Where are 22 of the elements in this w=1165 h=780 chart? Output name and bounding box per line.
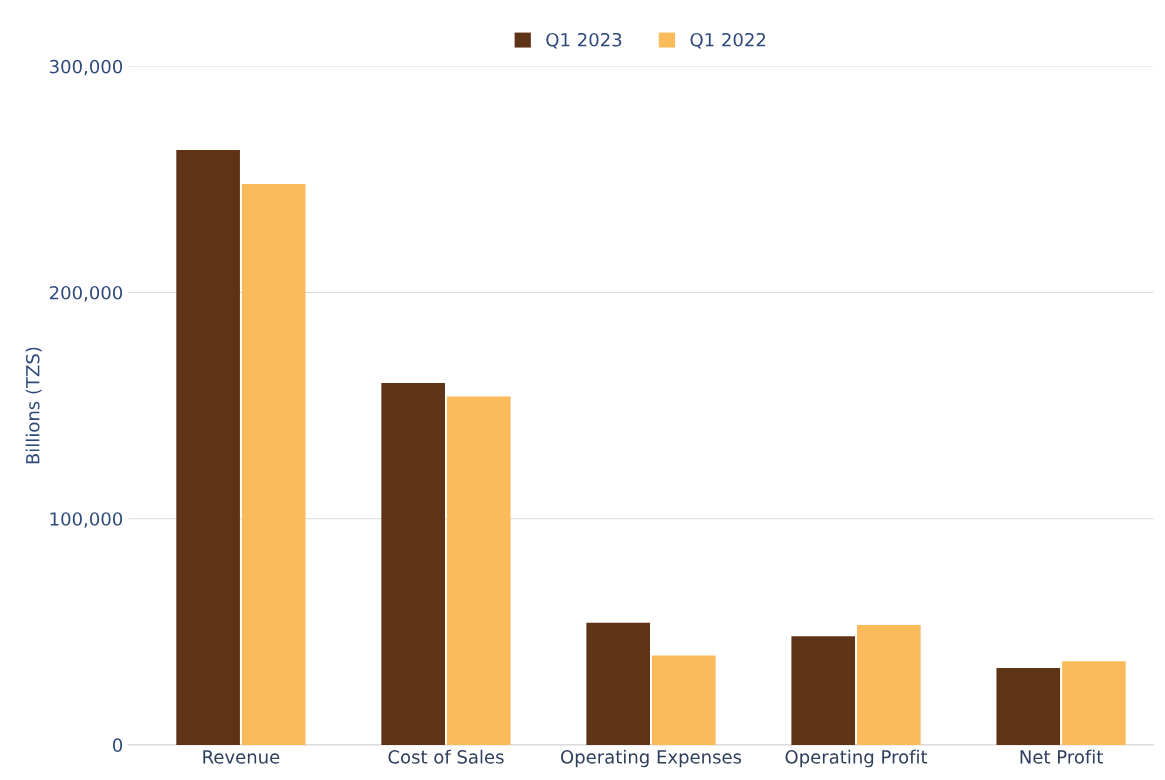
bar (586, 622, 651, 745)
bar (1062, 661, 1126, 745)
x-tick-label: Operating Expenses (560, 749, 742, 768)
y-axis-title: Billions (TZS) (25, 347, 42, 464)
bar (857, 625, 921, 745)
bar (176, 149, 240, 745)
y-tick-label: 200,000 (49, 285, 123, 302)
legend-label: Q1 2022 (690, 32, 766, 49)
y-tick-label: 100,000 (50, 512, 123, 528)
bar (791, 636, 856, 745)
bar (381, 382, 445, 745)
x-tick-label: Operating Profit (785, 749, 928, 768)
bar (241, 183, 306, 745)
y-tick-label: 0 (112, 738, 123, 753)
x-tick-label: Revenue (203, 750, 280, 764)
bar (446, 396, 511, 745)
bar (651, 655, 716, 745)
x-tick-label: Net Profit (1020, 749, 1103, 764)
y-tick-label: 300,000 (50, 59, 123, 76)
legend-label: Q1 2023 (546, 32, 622, 49)
bar (996, 667, 1061, 745)
x-tick-label: Cost of Sales (388, 749, 504, 764)
